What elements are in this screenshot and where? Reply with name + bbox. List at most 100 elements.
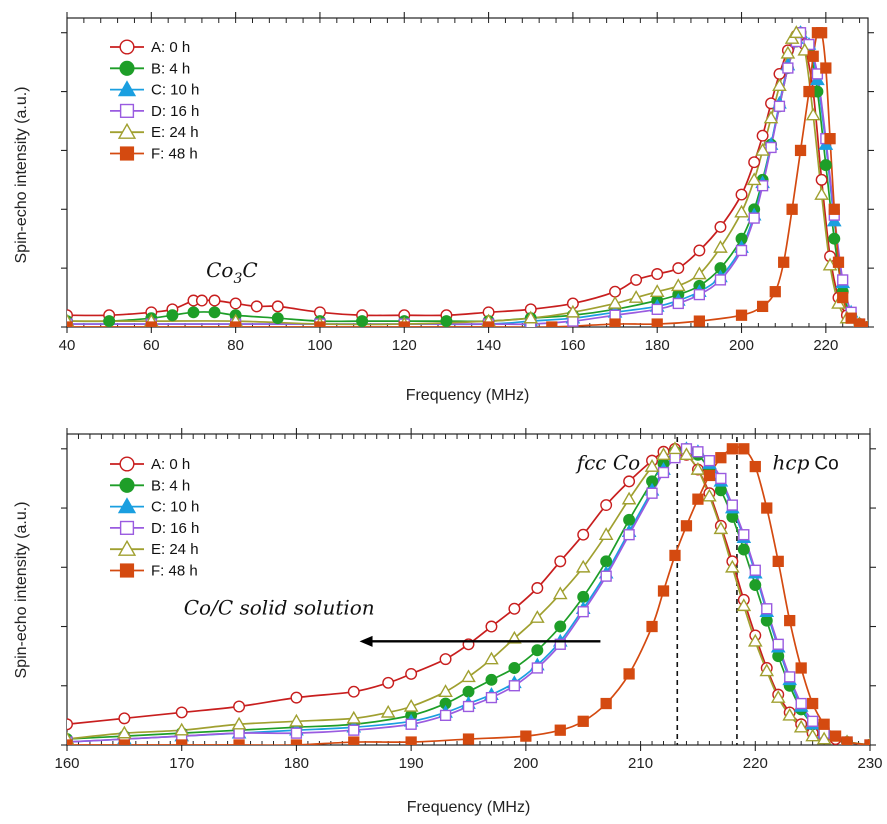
data-point-series-4 <box>461 669 476 683</box>
data-point-series-3 <box>738 529 750 541</box>
data-point-series-5 <box>807 697 819 710</box>
legend-marker <box>119 456 135 472</box>
data-point-series-4 <box>702 488 717 502</box>
data-point-series-1 <box>508 662 521 674</box>
data-point-series-4 <box>628 290 644 303</box>
data-point-series-5 <box>290 739 303 745</box>
data-point-series-3 <box>756 180 769 192</box>
data-point-series-5 <box>824 133 836 145</box>
data-point-series-5 <box>577 715 589 727</box>
data-point-series-5 <box>405 736 417 745</box>
data-point-series-3 <box>508 680 521 692</box>
data-point-series-0 <box>233 700 246 713</box>
data-point-series-4 <box>805 728 820 742</box>
data-point-series-3 <box>485 691 498 704</box>
y-axis-title: Spin-echo intensity (a.u.) <box>13 87 30 264</box>
y-axis-title: Spin-echo intensity (a.u.) <box>13 502 30 679</box>
fcc-annotation: fcc Co <box>575 451 641 475</box>
data-point-series-4 <box>772 78 787 91</box>
x-axis-title: Frequency (MHz) <box>407 799 531 816</box>
data-point-series-0 <box>347 685 360 698</box>
legend-label: A: 0 h <box>151 39 190 56</box>
data-point-series-3 <box>348 724 360 736</box>
data-point-series-5 <box>520 730 532 742</box>
data-point-series-5 <box>807 50 819 62</box>
legend-marker <box>119 103 135 118</box>
data-point-series-3 <box>714 274 727 286</box>
legend-label: E: 24 h <box>151 124 199 141</box>
legend-label: B: 4 h <box>151 60 190 77</box>
data-point-series-4 <box>746 172 762 186</box>
data-point-series-5 <box>680 520 693 532</box>
data-point-series-3 <box>693 288 705 301</box>
data-point-series-5 <box>314 321 326 327</box>
data-point-series-0 <box>609 285 622 298</box>
data-point-series-5 <box>726 443 738 455</box>
data-point-series-0 <box>508 602 521 615</box>
legend-label: B: 4 h <box>151 477 190 494</box>
x-tick-label: 120 <box>392 337 417 354</box>
series-group <box>67 25 868 327</box>
data-point-series-4 <box>598 527 614 540</box>
legend-label: E: 24 h <box>151 541 199 558</box>
data-point-series-0 <box>250 300 263 313</box>
data-point-series-5 <box>554 724 566 736</box>
x-tick-label: 140 <box>476 337 501 354</box>
legend-marker <box>117 497 137 514</box>
data-point-series-4 <box>692 266 707 280</box>
data-point-series-5 <box>769 286 781 298</box>
data-point-series-1 <box>749 579 762 592</box>
data-point-series-4 <box>231 716 247 730</box>
arrow-head <box>359 635 373 647</box>
series-line-2 <box>67 447 870 745</box>
data-point-series-4 <box>734 204 749 218</box>
data-point-series-3 <box>672 297 684 310</box>
data-point-series-3 <box>735 244 748 257</box>
data-point-series-0 <box>118 712 131 725</box>
data-point-series-0 <box>175 706 188 719</box>
data-point-series-0 <box>290 691 303 704</box>
data-point-series-4 <box>782 707 798 721</box>
data-point-series-3 <box>748 212 760 224</box>
data-point-series-3 <box>749 564 761 576</box>
x-tick-label: 180 <box>284 755 309 772</box>
data-point-series-3 <box>703 455 716 467</box>
data-point-series-0 <box>693 244 706 257</box>
data-point-series-5 <box>715 452 727 464</box>
x-tick-label: 160 <box>54 755 79 772</box>
legend-label: F: 48 h <box>151 146 198 163</box>
legend-marker <box>117 80 137 97</box>
legend-marker <box>119 60 135 76</box>
data-point-series-4 <box>552 586 568 600</box>
data-point-series-4 <box>621 491 637 505</box>
legend-marker <box>117 539 137 556</box>
legend-marker <box>119 39 135 55</box>
data-point-series-0 <box>623 475 636 488</box>
data-point-series-3 <box>657 466 670 479</box>
data-point-series-5 <box>829 730 842 742</box>
data-point-series-5 <box>176 739 188 745</box>
data-point-series-0 <box>815 173 828 186</box>
data-point-series-4 <box>736 598 752 612</box>
data-point-series-4 <box>679 447 694 461</box>
x-tick-label: 180 <box>645 337 670 354</box>
data-point-series-3 <box>669 452 681 464</box>
data-point-series-3 <box>807 715 819 727</box>
data-point-series-4 <box>814 187 829 200</box>
data-point-series-1 <box>166 309 179 322</box>
data-point-series-5 <box>67 739 73 745</box>
x-tick-label: 80 <box>227 337 244 354</box>
data-point-series-3 <box>462 700 475 713</box>
data-point-series-5 <box>67 321 73 327</box>
data-point-series-0 <box>577 528 590 541</box>
annotation-text-italic: hcp <box>772 451 809 475</box>
data-point-series-5 <box>735 309 748 321</box>
data-point-series-1 <box>103 315 116 327</box>
data-point-series-5 <box>862 321 868 327</box>
annotation-text: Co <box>206 258 233 282</box>
data-point-series-5 <box>669 549 681 562</box>
data-point-series-1 <box>440 315 453 327</box>
data-point-series-1 <box>828 232 841 245</box>
data-point-series-5 <box>815 27 828 39</box>
data-point-series-5 <box>609 318 621 327</box>
